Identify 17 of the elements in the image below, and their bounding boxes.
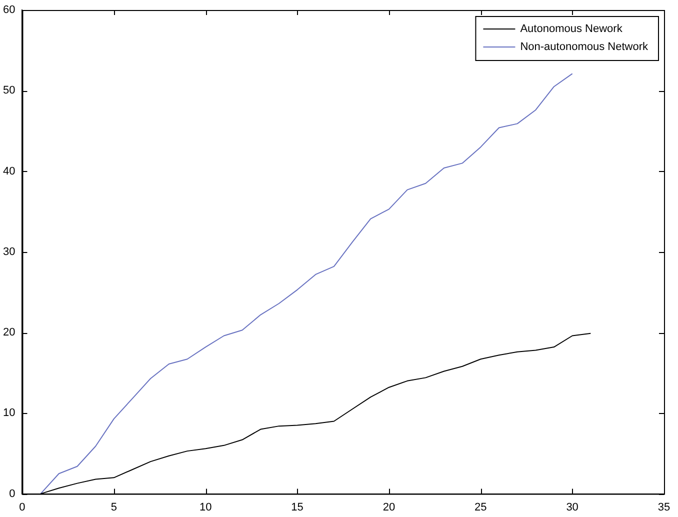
x-tick-label: 25 xyxy=(474,501,487,514)
x-tick-label: 20 xyxy=(382,501,396,514)
x-tick-label: 15 xyxy=(291,501,304,514)
y-tick-label: 40 xyxy=(2,165,16,178)
x-tick-label: 30 xyxy=(566,501,578,514)
legend-label: Autonomous Nework xyxy=(520,23,623,36)
y-tick-label: 30 xyxy=(2,246,16,258)
y-tick-label: 20 xyxy=(2,326,16,339)
x-tick-label: 0 xyxy=(19,501,26,514)
y-tick-label: 50 xyxy=(2,84,16,97)
x-tick-label: 5 xyxy=(110,501,117,514)
x-tick-label: 35 xyxy=(658,501,670,514)
legend-label: Non-autonomous Network xyxy=(520,41,648,54)
y-tick-label: 10 xyxy=(2,407,16,420)
y-tick-label: 0 xyxy=(9,488,16,500)
x-tick-label: 10 xyxy=(199,501,212,514)
y-tick-label: 60 xyxy=(2,4,16,16)
